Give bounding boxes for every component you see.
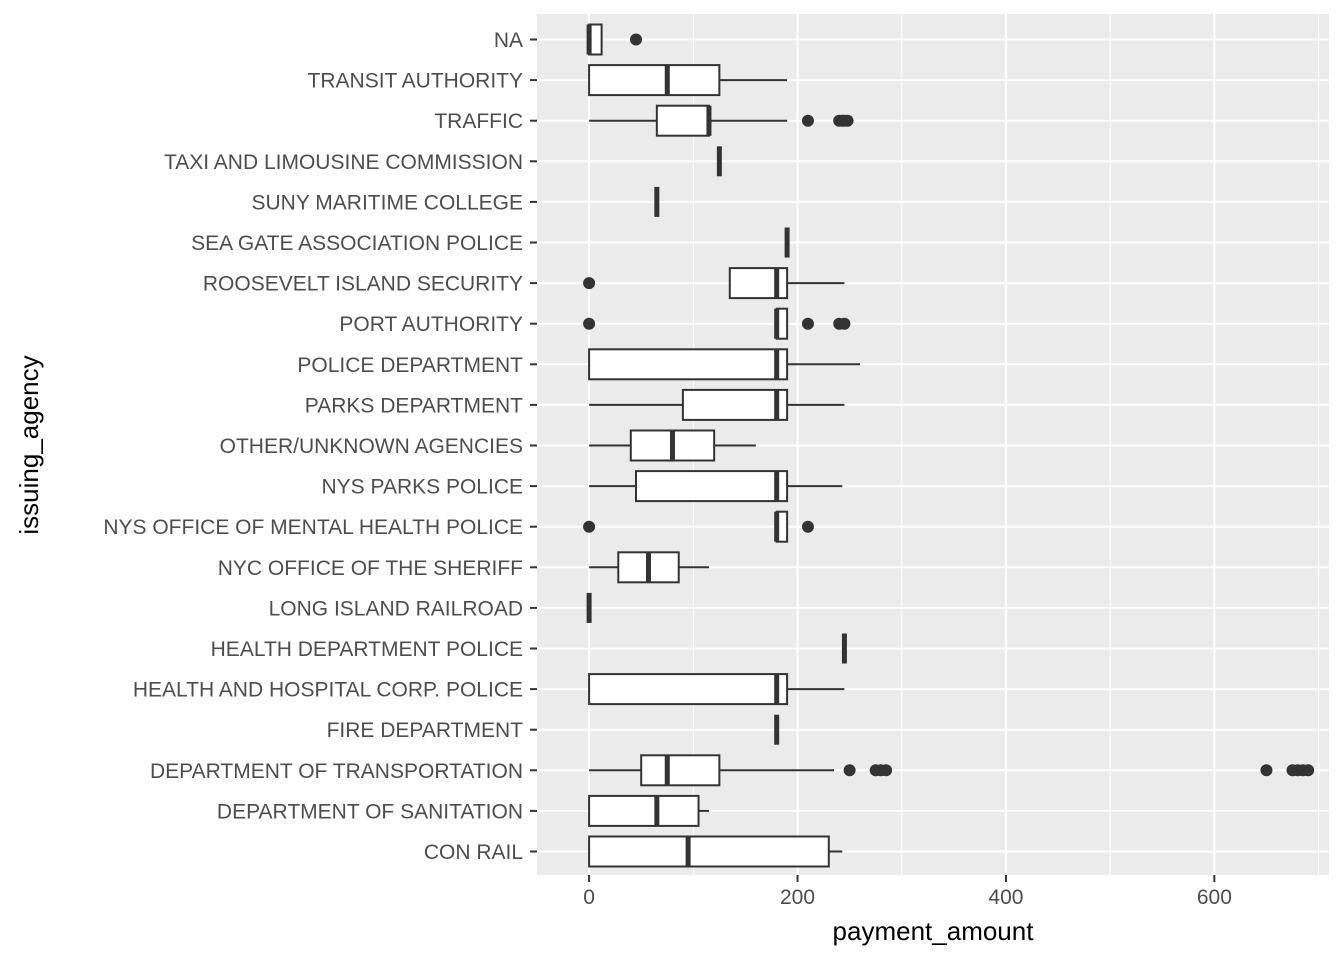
box-group <box>588 794 709 827</box>
y-tick-label: PORT AUTHORITY <box>339 313 523 336</box>
outlier-point <box>801 114 814 127</box>
y-tick-label: DEPARTMENT OF TRANSPORTATION <box>150 760 523 783</box>
outlier-point <box>801 520 814 533</box>
outlier-point <box>583 277 596 290</box>
outlier-point <box>583 317 596 330</box>
y-tick-label: DEPARTMENT OF SANITATION <box>217 800 523 823</box>
box <box>681 388 789 421</box>
grid-major <box>537 14 1329 875</box>
box <box>655 104 710 137</box>
x-tick-label: 0 <box>583 886 595 909</box>
x-tick-label: 200 <box>780 886 815 909</box>
outlier-point <box>838 317 851 330</box>
y-tick-label: NYS OFFICE OF MENTAL HEALTH POLICE <box>103 516 523 539</box>
box-group <box>589 754 1315 787</box>
x-tick-label: 400 <box>988 886 1023 909</box>
box <box>588 673 789 706</box>
outlier-point <box>583 520 596 533</box>
y-tick-label: NYC OFFICE OF THE SHERIFF <box>218 557 523 580</box>
box-group <box>583 307 851 340</box>
x-axis-title: payment_amount <box>833 916 1035 946</box>
y-tick-label: TAXI AND LIMOUSINE COMMISSION <box>164 151 523 174</box>
box-group <box>588 835 843 868</box>
y-axis: NA TRANSIT AUTHORITY TRAFFIC TAXI AND LIMOU… <box>103 29 537 864</box>
boxes <box>583 23 1315 868</box>
box <box>588 348 789 381</box>
outlier-point <box>1260 764 1273 777</box>
y-tick-label: TRAFFIC <box>434 110 523 133</box>
box-group <box>589 104 854 137</box>
x-axis: 0 200 400 600 <box>583 875 1232 909</box>
outlier-point <box>1302 764 1315 777</box>
outlier-point <box>880 764 893 777</box>
y-tick-label: NYS PARKS POLICE <box>321 476 523 499</box>
box <box>588 64 721 97</box>
box-group <box>583 510 814 543</box>
y-tick-label: TRANSIT AUTHORITY <box>308 70 523 93</box>
box-group <box>588 673 845 706</box>
y-axis-title: issuing_agency <box>14 355 44 534</box>
box-group <box>588 348 861 381</box>
y-tick-label: POLICE DEPARTMENT <box>297 354 523 377</box>
box <box>635 470 789 503</box>
box <box>588 835 830 868</box>
box-group <box>589 388 845 421</box>
y-tick-label: HEALTH DEPARTMENT POLICE <box>211 638 523 661</box>
box <box>588 794 700 827</box>
y-tick-label: FIRE DEPARTMENT <box>327 719 524 742</box>
box-group <box>588 64 788 97</box>
x-tick-label: 600 <box>1197 886 1232 909</box>
y-tick-label: OTHER/UNKNOWN AGENCIES <box>220 435 523 458</box>
outlier-point <box>630 33 642 46</box>
y-tick-label: LONG ISLAND RAILROAD <box>269 597 523 620</box>
box-group <box>589 551 709 584</box>
box <box>640 754 721 787</box>
y-tick-label: NA <box>494 29 523 52</box>
outlier-point <box>841 114 854 127</box>
box-group <box>589 470 843 503</box>
y-tick-label: PARKS DEPARTMENT <box>305 394 523 417</box>
box-group <box>583 267 845 300</box>
y-tick-label: SEA GATE ASSOCIATION POLICE <box>191 232 523 255</box>
y-tick-label: CON RAIL <box>424 841 523 864</box>
outlier-point <box>801 317 814 330</box>
y-tick-label: HEALTH AND HOSPITAL CORP. POLICE <box>133 679 523 702</box>
box-group <box>586 23 642 56</box>
outlier-point <box>843 764 856 777</box>
box-group <box>589 429 756 462</box>
y-tick-label: ROOSEVELT ISLAND SECURITY <box>203 273 523 296</box>
y-tick-label: SUNY MARITIME COLLEGE <box>251 191 523 214</box>
